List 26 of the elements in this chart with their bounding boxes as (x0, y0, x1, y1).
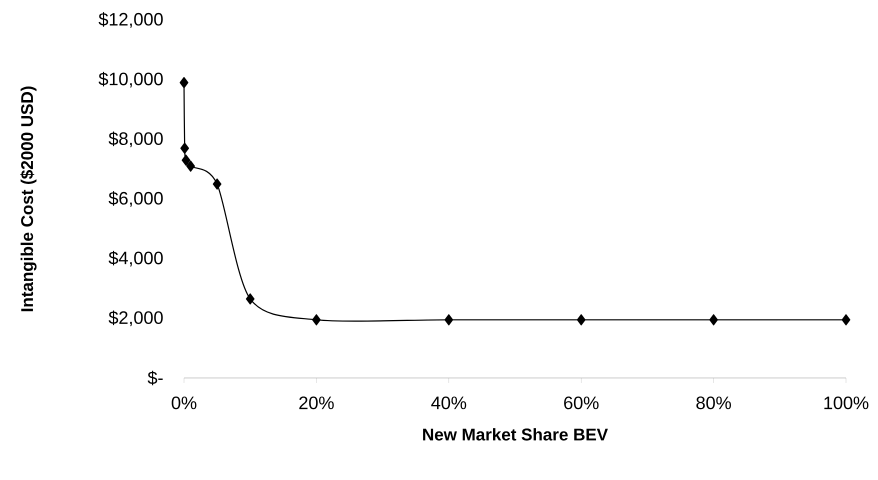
y-tick-label: $12,000 (98, 12, 163, 28)
y-tick-label: $10,000 (98, 72, 163, 88)
point (444, 314, 454, 326)
point (212, 178, 222, 190)
x-tick-label: 0% (172, 396, 196, 410)
y-tick-label: $4,000 (108, 250, 163, 266)
point (312, 314, 321, 326)
y-tick-label: $6,000 (108, 191, 163, 207)
point (180, 142, 190, 154)
x-tick-label: 80% (696, 396, 731, 410)
x-axis-title: New Market Share BEV (423, 428, 608, 441)
y-axis-title: Intangible Cost ($2000 USD) (20, 86, 37, 312)
point (246, 293, 255, 305)
x-tick-label: 60% (564, 396, 599, 410)
x-tick-label: 100% (824, 396, 868, 410)
point (842, 314, 850, 326)
point (576, 314, 586, 326)
point (186, 160, 195, 172)
x-tick-label: 20% (299, 396, 334, 410)
y-tick-label: $- (148, 370, 163, 386)
point (182, 154, 190, 166)
point (180, 77, 188, 88)
point (709, 314, 718, 326)
y-tick-label: $2,000 (108, 310, 163, 326)
y-tick-label: $8,000 (108, 132, 163, 148)
x-tick-label: 40% (431, 396, 466, 410)
